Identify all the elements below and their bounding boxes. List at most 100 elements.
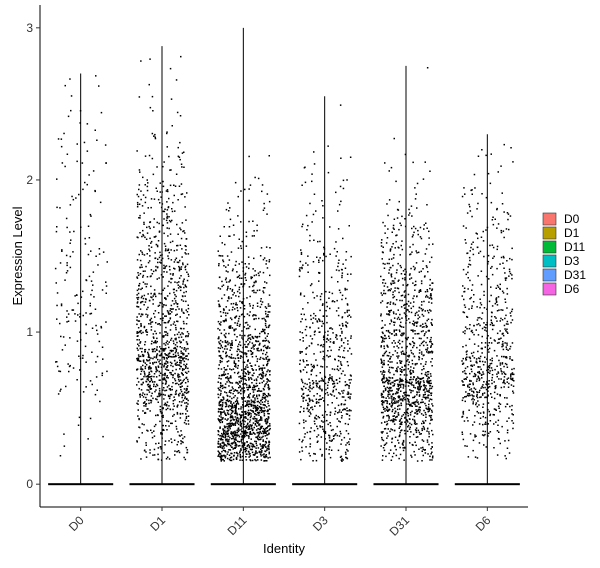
point bbox=[79, 331, 81, 333]
point bbox=[260, 303, 263, 306]
point bbox=[327, 339, 330, 341]
point bbox=[69, 204, 72, 206]
point bbox=[423, 334, 426, 337]
point bbox=[69, 337, 71, 339]
point bbox=[255, 436, 257, 439]
point bbox=[266, 370, 268, 373]
point bbox=[424, 391, 426, 393]
point bbox=[337, 281, 339, 283]
point bbox=[305, 334, 308, 337]
point bbox=[484, 423, 486, 425]
point bbox=[410, 349, 412, 352]
point bbox=[155, 371, 157, 373]
point bbox=[140, 313, 143, 315]
point bbox=[217, 381, 219, 383]
point bbox=[388, 376, 390, 379]
point bbox=[426, 349, 428, 351]
point bbox=[100, 327, 103, 329]
point bbox=[422, 380, 425, 382]
point bbox=[416, 378, 418, 380]
point bbox=[265, 442, 268, 444]
point bbox=[149, 384, 151, 387]
point bbox=[153, 425, 156, 428]
point bbox=[256, 302, 259, 304]
point bbox=[328, 448, 330, 451]
point bbox=[54, 267, 57, 270]
point bbox=[414, 454, 416, 456]
point bbox=[329, 226, 331, 228]
point bbox=[90, 312, 93, 315]
point bbox=[302, 264, 304, 266]
point bbox=[165, 354, 167, 356]
point bbox=[136, 150, 138, 152]
point bbox=[407, 385, 410, 387]
point bbox=[398, 355, 400, 357]
point bbox=[147, 383, 150, 386]
point bbox=[144, 301, 147, 303]
point bbox=[185, 366, 187, 368]
point bbox=[423, 394, 425, 396]
point bbox=[345, 326, 348, 328]
point bbox=[472, 383, 474, 386]
point bbox=[255, 407, 258, 409]
point bbox=[420, 363, 422, 365]
point bbox=[345, 383, 348, 386]
point bbox=[165, 342, 167, 344]
point bbox=[175, 257, 178, 259]
point bbox=[424, 333, 426, 335]
point bbox=[144, 236, 146, 239]
point bbox=[228, 297, 230, 300]
point bbox=[337, 365, 339, 368]
point bbox=[165, 298, 167, 301]
point bbox=[225, 435, 227, 438]
point bbox=[406, 284, 408, 287]
point bbox=[144, 351, 146, 353]
point bbox=[182, 359, 184, 361]
point bbox=[341, 390, 343, 392]
point bbox=[268, 358, 271, 361]
point bbox=[252, 428, 254, 431]
point bbox=[381, 340, 384, 342]
point bbox=[237, 364, 239, 367]
point bbox=[340, 200, 342, 203]
point bbox=[410, 389, 412, 392]
point bbox=[253, 426, 255, 429]
point bbox=[414, 289, 416, 291]
point bbox=[238, 376, 240, 378]
point bbox=[139, 214, 141, 217]
point bbox=[138, 330, 141, 333]
point bbox=[264, 431, 267, 433]
point bbox=[503, 381, 505, 384]
point bbox=[407, 394, 410, 397]
point bbox=[186, 343, 189, 346]
point bbox=[168, 425, 170, 427]
point bbox=[98, 340, 101, 343]
point bbox=[429, 287, 431, 290]
point bbox=[141, 205, 144, 207]
point bbox=[258, 367, 261, 370]
point bbox=[381, 432, 383, 434]
point bbox=[416, 376, 419, 378]
point bbox=[425, 388, 428, 390]
point bbox=[228, 438, 230, 441]
point bbox=[420, 385, 422, 388]
point bbox=[258, 414, 260, 416]
point bbox=[424, 322, 427, 325]
point bbox=[70, 109, 72, 112]
point bbox=[387, 364, 389, 366]
point bbox=[146, 308, 148, 311]
point bbox=[234, 416, 237, 418]
point bbox=[238, 386, 240, 389]
point bbox=[477, 375, 479, 378]
point bbox=[166, 209, 169, 211]
point bbox=[315, 359, 317, 361]
point bbox=[425, 385, 427, 387]
point bbox=[252, 454, 255, 456]
point bbox=[225, 351, 227, 353]
point bbox=[237, 309, 239, 312]
point bbox=[86, 183, 88, 186]
point bbox=[162, 224, 164, 227]
point bbox=[388, 397, 390, 399]
point bbox=[388, 272, 390, 274]
point bbox=[169, 313, 172, 315]
